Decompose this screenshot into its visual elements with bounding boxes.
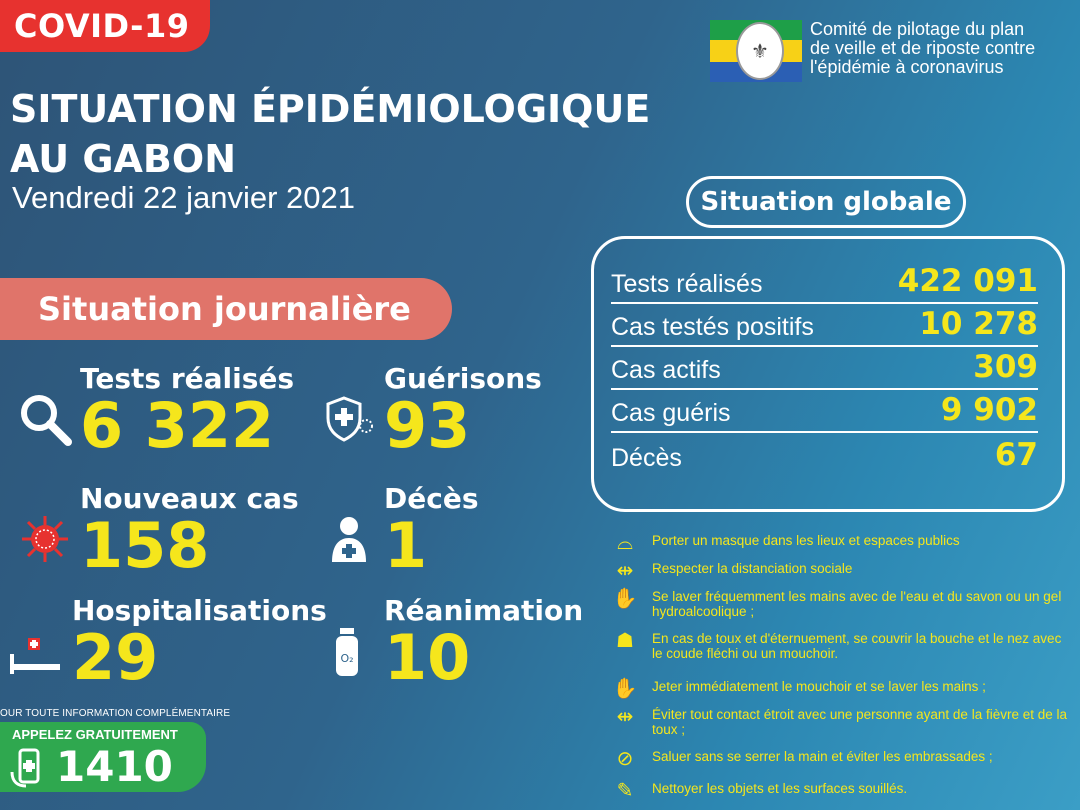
global-heading: Situation globale [686, 176, 966, 228]
person-cross-icon [332, 517, 366, 562]
stat-deaths: Décès 1 [332, 482, 479, 577]
list-item: ⇹ Éviter tout contact étroit avec une pe… [610, 704, 1070, 746]
global-row: Tests réalisés 422 091 [611, 261, 1038, 304]
shield-cross-icon [326, 396, 373, 442]
stat-icu: O₂ Réanimation 10 [336, 594, 583, 689]
stat-tests: Tests réalisés 6 322 [21, 362, 294, 457]
cough-icon: ☗ [616, 630, 634, 652]
committee-text: Comité de pilotage du plan de veille et … [810, 19, 1036, 77]
list-item: ✎ Nettoyer les objets et les surfaces so… [610, 778, 1070, 806]
stat-hospitalisations: Hospitalisations 29 [10, 594, 327, 689]
oxygen-tank-icon: O₂ [336, 628, 358, 676]
prevention-list: ⌓ Porter un masque dans les lieux et esp… [610, 530, 1070, 806]
covid-badge: COVID-19 [0, 0, 210, 52]
gabon-flag-seal: ⚜ [710, 20, 802, 82]
seal-icon: ⚜ [736, 22, 784, 80]
no-handshake-icon: ⊘ [616, 748, 634, 770]
page-title: SITUATION ÉPIDÉMIOLOGIQUE AU GABON [10, 84, 650, 184]
stat-recoveries: Guérisons 93 [326, 362, 542, 457]
distance-icon: ⇹ [616, 560, 634, 582]
call-label: APPELEZ GRATUITEMENT [12, 727, 178, 742]
stat-new-cases: Nouveaux cas 158 [22, 482, 299, 577]
global-row: Décès 67 [611, 437, 1038, 473]
handwash-icon: ✋ [612, 588, 638, 610]
committee-logo-block: ⚜ Comité de pilotage du plan de veille e… [710, 20, 1070, 82]
global-table: Tests réalisés 422 091 Cas testés positi… [591, 236, 1065, 512]
phone-icon [10, 748, 40, 788]
list-item: ⌓ Porter un masque dans les lieux et esp… [610, 530, 1070, 558]
daily-heading: Situation journalière [0, 278, 452, 340]
hospital-bed-icon [10, 638, 60, 674]
hotline-number: 1410 [56, 742, 173, 791]
list-item: ✋ Se laver fréquemment les mains avec de… [610, 586, 1070, 628]
info-label: OUR TOUTE INFORMATION COMPLÉMENTAIRE [0, 708, 231, 719]
svg-text:O₂: O₂ [340, 652, 353, 665]
avoid-contact-icon: ⇹ [616, 706, 634, 728]
spray-icon: ✎ [616, 780, 634, 802]
list-item: ✋ Jeter immédiatement le mouchoir et se … [610, 676, 1070, 704]
title-line-1: SITUATION ÉPIDÉMIOLOGIQUE [10, 87, 651, 131]
virus-icon [22, 516, 68, 562]
report-date: Vendredi 22 janvier 2021 [12, 180, 355, 215]
list-item: ⇹ Respecter la distanciation sociale [610, 558, 1070, 586]
hotline-box[interactable]: APPELEZ GRATUITEMENT 1410 [0, 722, 206, 792]
mask-icon: ⌓ [617, 532, 633, 554]
list-item: ☗ En cas de toux et d'éternuement, se co… [610, 628, 1070, 676]
global-row: Cas guéris 9 902 [611, 390, 1038, 433]
tissue-icon: ✋ [612, 678, 638, 700]
list-item: ⊘ Saluer sans se serrer la main et évite… [610, 746, 1070, 778]
global-row: Cas actifs 309 [611, 347, 1038, 390]
global-row: Cas testés positifs 10 278 [611, 304, 1038, 347]
title-line-2: AU GABON [10, 137, 236, 181]
magnifier-icon [21, 395, 72, 446]
